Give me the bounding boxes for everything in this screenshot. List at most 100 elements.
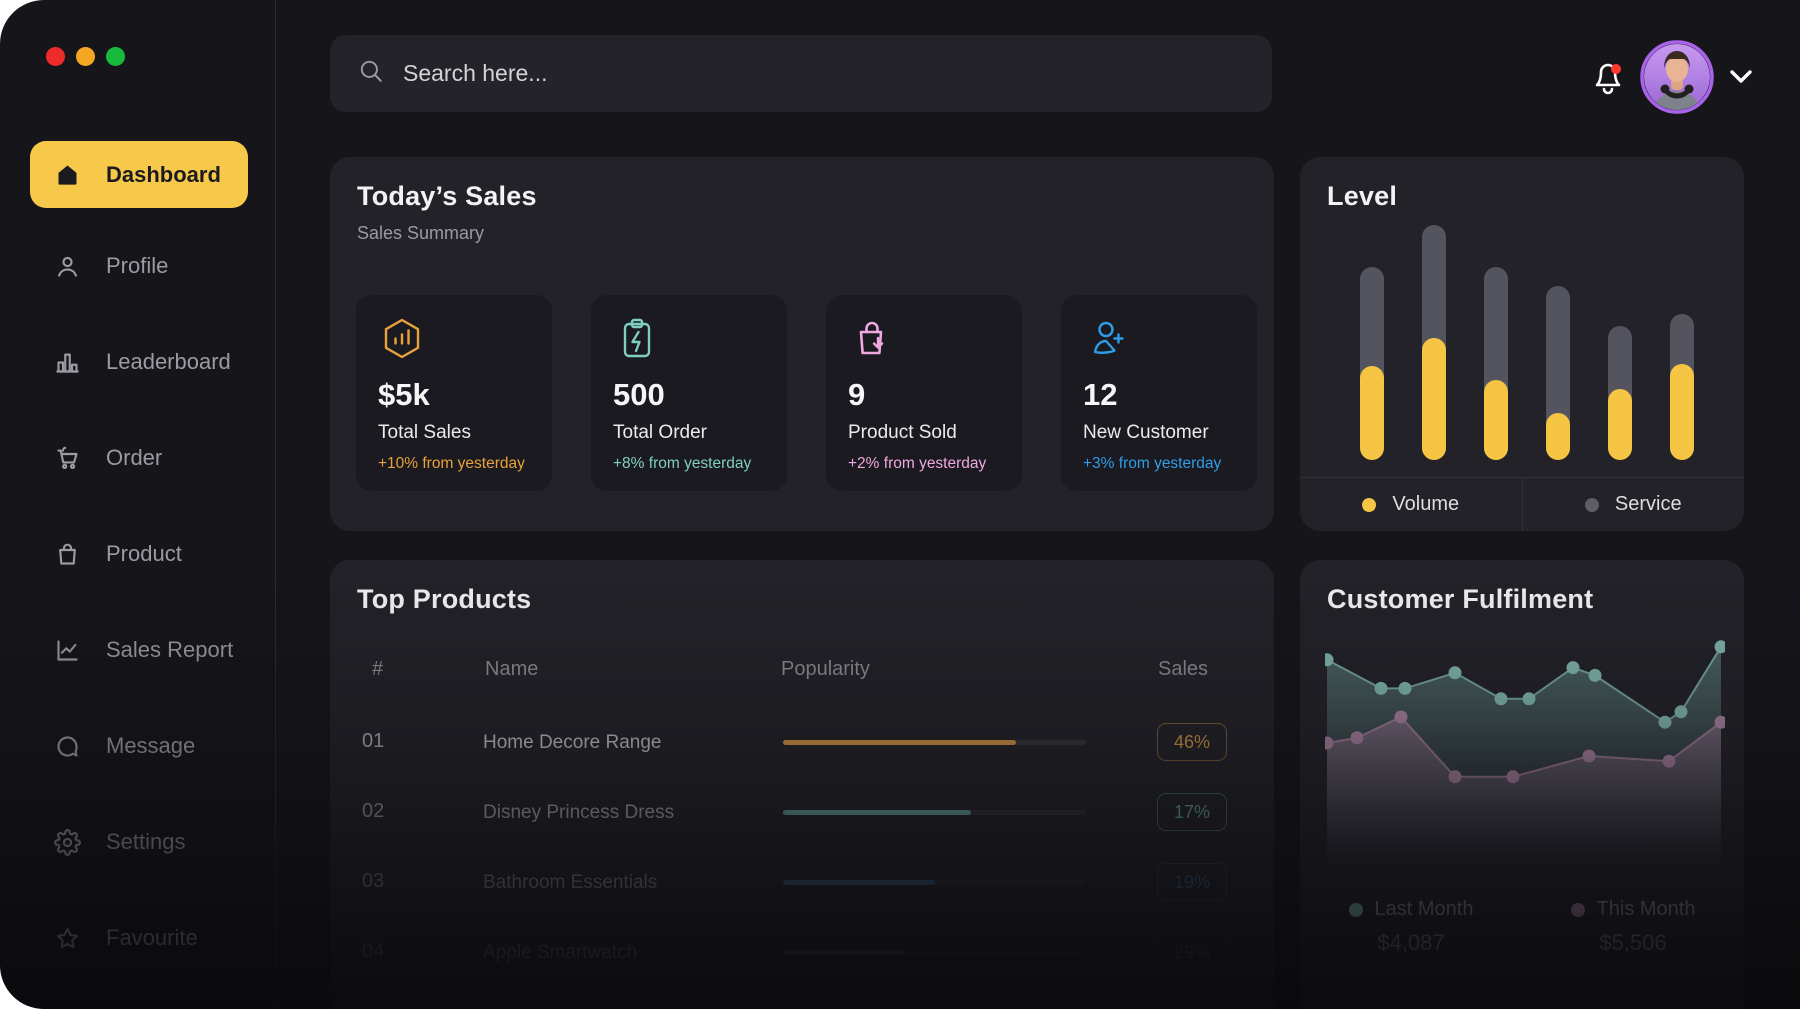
minimize-window-button[interactable] <box>76 47 95 66</box>
legend-item-service: Service <box>1521 478 1745 531</box>
table-row[interactable]: 03 Bathroom Essentials 19% <box>330 862 1274 902</box>
data-point <box>1658 715 1672 729</box>
user-icon <box>54 253 81 280</box>
close-window-button[interactable] <box>46 47 65 66</box>
level-title: Level <box>1327 181 1398 211</box>
sidebar-item-profile[interactable]: Profile <box>30 246 248 286</box>
popularity-track <box>783 740 1086 745</box>
todays-sales-title: Today’s Sales <box>357 181 537 211</box>
data-point <box>1494 692 1508 706</box>
user-plus-icon <box>1083 315 1235 365</box>
popularity-track <box>783 950 1086 955</box>
sidebar-item-message[interactable]: Message <box>30 726 248 766</box>
sidebar-item-sales-report[interactable]: Sales Report <box>30 630 248 670</box>
sales-badge: 29% <box>1157 933 1227 971</box>
sidebar-item-label: Profile <box>106 253 169 278</box>
todays-sales-card: Today’s Sales Sales Summary $5k Total Sa… <box>330 157 1274 531</box>
sidebar-item-order[interactable]: Order <box>30 438 248 478</box>
sidebar-nav: Dashboard Profile Leaderboard Order Prod… <box>30 141 248 1009</box>
product-rank: 04 <box>362 940 385 962</box>
customer-fulfilment-area-chart <box>1325 640 1725 920</box>
product-name: Disney Princess Dress <box>483 802 675 823</box>
column-header-popularity: Popularity <box>781 658 870 680</box>
level-bar-volume <box>1608 389 1632 460</box>
cart-icon <box>54 445 81 472</box>
product-name: Apple Smartwatch <box>483 942 638 963</box>
volume-dot <box>1362 497 1377 512</box>
bag-icon <box>54 541 81 568</box>
table-row[interactable]: 01 Home Decore Range 46% <box>330 722 1274 762</box>
sales-badge: 17% <box>1157 793 1227 831</box>
sidebar-item-product[interactable]: Product <box>30 534 248 574</box>
data-point <box>1350 731 1364 745</box>
level-bar-volume <box>1670 364 1694 460</box>
sidebar-item-dashboard[interactable]: Dashboard <box>30 141 248 208</box>
stat-delta: +2% from yesterday <box>848 455 987 472</box>
sales-badge: 46% <box>1157 723 1227 761</box>
data-point <box>1506 770 1520 784</box>
level-bar-5 <box>1608 326 1632 460</box>
clipboard-bolt-icon <box>613 315 765 365</box>
sidebar-item-settings[interactable]: Settings <box>30 822 248 862</box>
sidebar-item-leaderboard[interactable]: Leaderboard <box>30 342 248 382</box>
search-input[interactable] <box>401 59 1244 88</box>
sidebar: Dashboard Profile Leaderboard Order Prod… <box>0 0 276 1009</box>
maximize-window-button[interactable] <box>106 47 125 66</box>
data-point <box>1394 710 1408 724</box>
product-rank: 03 <box>362 870 385 892</box>
sidebar-item-favourite[interactable]: Favourite <box>30 918 248 958</box>
star-icon <box>54 925 81 952</box>
table-row[interactable]: 04 Apple Smartwatch 29% <box>330 932 1274 972</box>
leaderboard-icon <box>54 349 81 376</box>
stat-card: 500 Total Order +8% from yesterday <box>591 295 787 491</box>
notification-dot <box>1611 64 1621 74</box>
table-row[interactable]: 02 Disney Princess Dress 17% <box>330 792 1274 832</box>
hex-chart-icon <box>378 315 530 365</box>
stat-label: New Customer <box>1083 422 1209 443</box>
message-icon <box>54 733 81 760</box>
account-menu-chevron-down-icon[interactable] <box>1726 66 1756 88</box>
data-point <box>1662 754 1676 768</box>
top-products-card: Top Products # Name Popularity Sales 01 … <box>330 560 1274 1009</box>
level-bar-volume <box>1360 366 1384 460</box>
popularity-fill <box>783 740 1017 745</box>
search-bar[interactable] <box>330 35 1272 112</box>
stat-label: Product Sold <box>848 422 957 443</box>
column-header-sales: Sales <box>1158 658 1209 680</box>
data-point <box>1566 661 1580 675</box>
sidebar-item-label: Order <box>106 445 163 470</box>
level-bar-3 <box>1484 267 1508 460</box>
data-point <box>1714 640 1725 654</box>
stat-label: Total Sales <box>378 422 471 443</box>
level-bar-volume <box>1422 338 1446 460</box>
sidebar-item-label: Leaderboard <box>106 349 231 374</box>
popularity-track <box>783 810 1086 815</box>
product-rank: 01 <box>362 730 385 752</box>
gear-icon <box>54 828 81 856</box>
level-bar-4 <box>1546 286 1570 460</box>
service-label: Service <box>1614 493 1682 515</box>
stat-label: Total Order <box>613 422 707 443</box>
volume-label: Volume <box>1392 493 1460 515</box>
home-icon <box>54 161 81 188</box>
data-point <box>1674 705 1688 719</box>
avatar[interactable] <box>1640 40 1714 114</box>
stat-card: 9 Product Sold +2% from yesterday <box>826 295 1022 491</box>
sales-summary-subtitle: Sales Summary <box>357 223 485 243</box>
last-month-label: Last Month <box>1374 898 1474 920</box>
column-header-num: # <box>372 658 384 680</box>
last-month-dot <box>1348 902 1363 917</box>
level-bar-chart <box>1327 225 1717 460</box>
service-dot <box>1584 497 1599 512</box>
data-point <box>1588 668 1602 682</box>
stat-value: 12 <box>1083 377 1118 412</box>
sidebar-item-label: Favourite <box>106 925 198 950</box>
data-point <box>1522 692 1536 706</box>
stat-value: $5k <box>378 377 430 412</box>
window-controls <box>46 47 125 66</box>
data-point <box>1374 681 1388 695</box>
data-point <box>1448 666 1462 680</box>
sales-stats: $5k Total Sales +10% from yesterday 500 … <box>356 295 1257 491</box>
notification-bell-button[interactable] <box>1585 52 1629 100</box>
stat-value: 9 <box>848 377 866 412</box>
